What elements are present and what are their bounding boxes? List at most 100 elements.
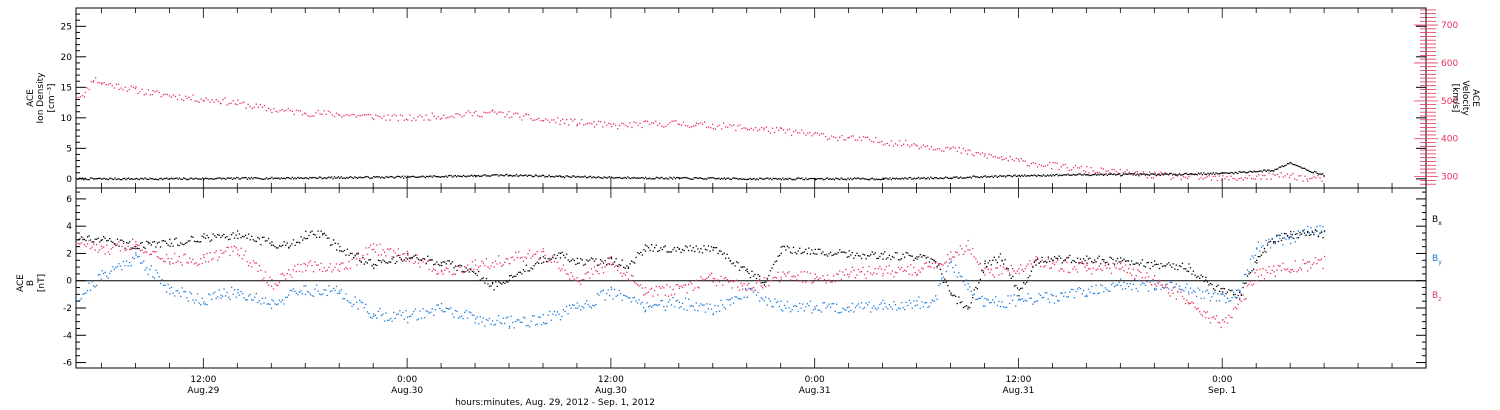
data-point-bx: [1120, 261, 1122, 263]
data-point-bz: [979, 262, 981, 265]
data-point-bz: [978, 263, 980, 266]
data-point-velocity: [1220, 179, 1223, 181]
data-point-bx: [1172, 263, 1174, 265]
data-point-ion-density: [1089, 174, 1091, 177]
data-point-bz: [308, 261, 310, 264]
field-axis-title-line-2: B: [26, 280, 36, 286]
data-point-bx: [1154, 264, 1156, 266]
data-point-by: [885, 306, 887, 308]
data-point-velocity: [950, 147, 952, 149]
data-point-ion-density: [844, 178, 846, 180]
data-point-bz: [1135, 275, 1137, 277]
data-point-by: [1064, 291, 1066, 294]
data-point-velocity: [1278, 176, 1280, 178]
data-point-bx: [627, 267, 629, 269]
data-point-ion-density: [290, 178, 292, 180]
data-point-ion-density: [776, 178, 778, 180]
data-point-bz: [610, 264, 613, 266]
data-point-bz: [141, 249, 143, 251]
data-point-velocity: [704, 121, 706, 123]
data-point-velocity: [283, 110, 285, 112]
data-point-bz: [543, 250, 545, 253]
data-point-bz: [232, 250, 234, 253]
data-point-bx: [499, 282, 501, 284]
data-point-ion-density: [676, 176, 678, 179]
data-point-ion-density: [938, 177, 940, 180]
data-point-bz: [1249, 280, 1252, 282]
data-point-ion-density: [864, 178, 867, 180]
data-point-bx: [706, 249, 708, 251]
data-point-bz: [777, 271, 779, 273]
data-point-ion-density: [259, 177, 261, 180]
data-point-bx: [1140, 262, 1142, 264]
data-point-by: [1228, 300, 1230, 303]
data-point-ion-density: [115, 178, 117, 181]
data-point-ion-density: [841, 178, 844, 180]
data-point-by: [1126, 283, 1128, 285]
data-point-bz: [249, 262, 251, 264]
data-point-velocity: [627, 126, 629, 128]
data-point-bx: [1279, 234, 1281, 237]
data-point-bz: [941, 263, 943, 265]
data-point-velocity: [1109, 172, 1111, 174]
field-tick-label: 2: [66, 249, 72, 259]
data-point-velocity: [534, 119, 536, 121]
data-point-bx: [447, 260, 449, 262]
data-point-bz: [691, 283, 693, 285]
data-point-bx: [1169, 264, 1171, 266]
data-point-bx: [1101, 259, 1103, 261]
data-point-bz: [1013, 270, 1015, 272]
data-point-bx: [116, 238, 119, 240]
data-point-ion-density: [187, 179, 189, 181]
data-point-velocity: [215, 99, 217, 101]
data-point-by: [340, 289, 342, 291]
data-point-velocity: [1286, 173, 1289, 175]
data-point-by: [1191, 292, 1193, 294]
data-point-ion-density: [639, 177, 641, 179]
data-point-ion-density: [779, 178, 781, 180]
data-point-bx: [615, 258, 617, 260]
data-point-velocity: [303, 112, 306, 114]
data-point-ion-density: [734, 177, 736, 179]
data-point-velocity: [128, 88, 130, 91]
data-point-by: [1158, 280, 1161, 283]
data-point-ion-density: [855, 178, 857, 180]
data-point-by: [411, 313, 413, 315]
data-point-bz: [147, 243, 149, 245]
data-point-bz: [686, 292, 688, 294]
data-point-velocity: [237, 99, 239, 101]
data-point-by: [1291, 237, 1293, 239]
data-point-bx: [1240, 294, 1242, 296]
data-point-by: [1313, 232, 1315, 234]
data-point-ion-density: [249, 178, 251, 180]
data-point-bx: [899, 259, 901, 261]
data-point-ion-density: [475, 176, 477, 178]
data-point-velocity: [77, 96, 79, 99]
data-point-by: [135, 254, 137, 256]
data-point-velocity: [756, 130, 759, 132]
data-point-bz: [476, 269, 478, 271]
data-point-by: [363, 307, 365, 309]
data-point-velocity: [1264, 174, 1266, 177]
data-point-ion-density: [346, 176, 348, 179]
data-point-bz: [752, 286, 755, 289]
data-point-ion-density: [1087, 174, 1089, 176]
data-point-ion-density: [534, 174, 537, 176]
data-point-bz: [1269, 272, 1272, 275]
data-point-velocity: [387, 114, 389, 116]
data-point-velocity: [1124, 171, 1126, 173]
data-point-ion-density: [496, 173, 499, 176]
data-point-bx: [346, 248, 349, 250]
data-point-ion-density: [874, 179, 876, 181]
data-point-by: [175, 290, 177, 292]
data-point-by: [1067, 296, 1069, 298]
data-point-ion-density: [886, 178, 888, 180]
data-point-by: [399, 310, 401, 312]
data-point-bz: [1291, 269, 1293, 271]
data-point-bx: [819, 248, 821, 250]
data-point-bz: [1239, 298, 1241, 301]
data-point-bz: [377, 254, 380, 256]
data-point-by: [1286, 235, 1289, 238]
data-point-bx: [1058, 255, 1060, 257]
data-point-bx: [539, 257, 541, 259]
